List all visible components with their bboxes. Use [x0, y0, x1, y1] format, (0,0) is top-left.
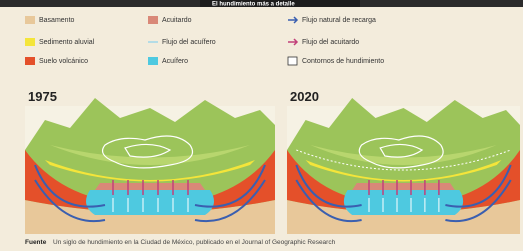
header-title: El hundimiento más a detalle: [212, 2, 295, 8]
infographic: El hundimiento más a detalle Basamento S…: [0, 0, 523, 251]
swatch: [148, 16, 158, 24]
legend-label: Flujo del acuitardo: [302, 39, 359, 46]
swatch: [288, 57, 297, 65]
legend-label: Flujo natural de recarga: [302, 17, 376, 24]
panel-year: 2020: [290, 89, 319, 104]
panel: 2020: [287, 89, 520, 234]
swatch: [288, 17, 297, 23]
swatch: [148, 57, 158, 65]
legend-label: Sedimento aluvial: [39, 39, 95, 46]
aquifer: [344, 190, 463, 215]
legend-label: Contornos de hundimiento: [302, 58, 384, 65]
source-text: Un siglo de hundimiento en la Ciudad de …: [53, 239, 336, 246]
swatch: [25, 38, 35, 46]
source-label: Fuente: [25, 239, 47, 246]
panel-year: 1975: [28, 89, 57, 104]
legend-label: Acuitardo: [162, 17, 192, 24]
legend-label: Flujo del acuífero: [162, 39, 216, 46]
legend: Basamento Sedimento aluvial Suelo volcán…: [25, 16, 384, 65]
swatch: [288, 39, 297, 45]
swatch: [25, 57, 35, 65]
legend-label: Suelo volcánico: [39, 58, 88, 65]
aquifer: [86, 190, 214, 215]
legend-label: Acuífero: [162, 58, 188, 65]
legend-label: Basamento: [39, 17, 75, 24]
panel: 1975: [25, 89, 275, 234]
swatch: [25, 16, 35, 24]
